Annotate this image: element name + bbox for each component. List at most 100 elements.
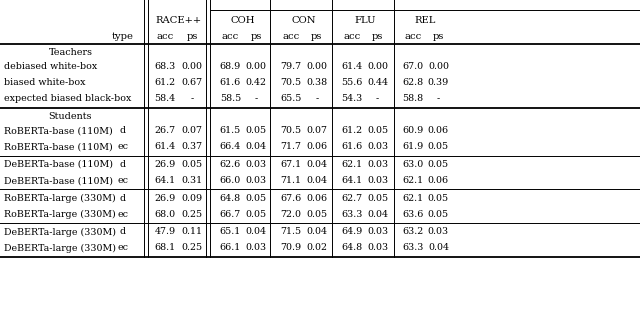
Text: 67.0: 67.0	[402, 62, 424, 71]
Text: 70.9: 70.9	[280, 244, 302, 253]
Text: RoBERTa-base (110M): RoBERTa-base (110M)	[4, 126, 113, 135]
Text: 0.03: 0.03	[367, 244, 388, 253]
Text: 64.1: 64.1	[341, 176, 363, 185]
Text: 0.05: 0.05	[428, 194, 449, 203]
Text: 70.5: 70.5	[280, 126, 302, 135]
Text: 62.1: 62.1	[402, 194, 424, 203]
Text: 0.06: 0.06	[306, 142, 328, 151]
Text: 61.4: 61.4	[341, 62, 363, 71]
Text: 63.3: 63.3	[402, 244, 424, 253]
Text: 60.9: 60.9	[402, 126, 424, 135]
Text: SummEval: SummEval	[307, 0, 362, 2]
Text: DeBERTa-base (110M): DeBERTa-base (110M)	[4, 176, 113, 185]
Text: 0.07: 0.07	[307, 126, 327, 135]
Text: 64.9: 64.9	[341, 228, 363, 236]
Text: 0.04: 0.04	[246, 142, 266, 151]
Text: 0.67: 0.67	[181, 78, 203, 87]
Text: 0.04: 0.04	[307, 160, 327, 169]
Text: 0.00: 0.00	[182, 62, 202, 71]
Text: d: d	[120, 194, 126, 203]
Text: 0.03: 0.03	[245, 244, 267, 253]
Text: 0.04: 0.04	[307, 176, 327, 185]
Text: Teachers: Teachers	[49, 48, 92, 57]
Text: 68.0: 68.0	[154, 210, 176, 219]
Text: 62.8: 62.8	[402, 78, 424, 87]
Text: 65.1: 65.1	[220, 228, 241, 236]
Text: RACE++: RACE++	[156, 16, 202, 24]
Text: 66.7: 66.7	[220, 210, 241, 219]
Text: 79.7: 79.7	[280, 62, 302, 71]
Text: 0.03: 0.03	[367, 142, 388, 151]
Text: ps: ps	[372, 32, 383, 41]
Text: 26.9: 26.9	[154, 194, 176, 203]
Text: ec: ec	[117, 210, 129, 219]
Text: 0.07: 0.07	[182, 126, 202, 135]
Text: 0.03: 0.03	[245, 160, 267, 169]
Text: ec: ec	[117, 244, 129, 253]
Text: 0.00: 0.00	[246, 62, 266, 71]
Text: d: d	[120, 160, 126, 169]
Text: Students: Students	[49, 112, 92, 121]
Text: 64.8: 64.8	[341, 244, 363, 253]
Text: 62.6: 62.6	[220, 160, 241, 169]
Text: 0.05: 0.05	[245, 126, 267, 135]
Text: DeBERTa-large (330M): DeBERTa-large (330M)	[4, 244, 116, 253]
Text: 61.6: 61.6	[220, 78, 241, 87]
Text: 0.03: 0.03	[367, 228, 388, 236]
Text: 61.5: 61.5	[220, 126, 241, 135]
Text: type: type	[112, 32, 134, 41]
Text: ec: ec	[117, 176, 129, 185]
Text: RoBERTa-large (330M): RoBERTa-large (330M)	[4, 194, 116, 203]
Text: RoBERTa-large (330M): RoBERTa-large (330M)	[4, 210, 116, 219]
Text: 61.2: 61.2	[154, 78, 176, 87]
Text: 0.09: 0.09	[181, 194, 203, 203]
Text: 0.11: 0.11	[182, 228, 202, 236]
Text: 67.1: 67.1	[280, 160, 302, 169]
Text: 0.39: 0.39	[428, 78, 449, 87]
Text: -: -	[376, 94, 380, 103]
Text: 0.00: 0.00	[307, 62, 327, 71]
Text: 0.05: 0.05	[245, 210, 267, 219]
Text: -: -	[436, 94, 440, 103]
Text: -: -	[190, 94, 194, 103]
Text: 72.0: 72.0	[281, 210, 301, 219]
Text: CON: CON	[292, 16, 316, 24]
Text: RoBERTa-base (110M): RoBERTa-base (110M)	[4, 142, 113, 151]
Text: 0.04: 0.04	[428, 244, 449, 253]
Text: expected biased black-box: expected biased black-box	[4, 94, 132, 103]
Text: 0.05: 0.05	[428, 160, 449, 169]
Text: 0.31: 0.31	[181, 176, 203, 185]
Text: 0.05: 0.05	[306, 210, 328, 219]
Text: 0.05: 0.05	[428, 142, 449, 151]
Text: 58.8: 58.8	[402, 94, 424, 103]
Text: DeBERTa-large (330M): DeBERTa-large (330M)	[4, 227, 116, 237]
Text: DeBERTa-base (110M): DeBERTa-base (110M)	[4, 160, 113, 169]
Text: 0.06: 0.06	[428, 126, 449, 135]
Text: FLU: FLU	[354, 16, 376, 24]
Text: acc: acc	[222, 32, 239, 41]
Text: 47.9: 47.9	[154, 228, 176, 236]
Text: 0.00: 0.00	[367, 62, 388, 71]
Text: 0.06: 0.06	[306, 194, 328, 203]
Text: 61.4: 61.4	[154, 142, 176, 151]
Text: 0.05: 0.05	[245, 194, 267, 203]
Text: REL: REL	[415, 16, 436, 24]
Text: d: d	[120, 126, 126, 135]
Text: 66.4: 66.4	[220, 142, 241, 151]
Text: 67.6: 67.6	[280, 194, 302, 203]
Text: 0.04: 0.04	[246, 228, 266, 236]
Text: 62.1: 62.1	[402, 176, 424, 185]
Text: -: -	[254, 94, 258, 103]
Text: ps: ps	[311, 32, 323, 41]
Text: -: -	[315, 94, 319, 103]
Text: COH: COH	[231, 16, 255, 24]
Text: 0.04: 0.04	[307, 228, 327, 236]
Text: 0.00: 0.00	[428, 62, 449, 71]
Text: 68.3: 68.3	[154, 62, 176, 71]
Text: biased white-box: biased white-box	[4, 78, 86, 87]
Text: 0.05: 0.05	[428, 210, 449, 219]
Text: 26.9: 26.9	[154, 160, 176, 169]
Text: 0.03: 0.03	[367, 160, 388, 169]
Text: 54.3: 54.3	[341, 94, 363, 103]
Text: debiased white-box: debiased white-box	[4, 62, 98, 71]
